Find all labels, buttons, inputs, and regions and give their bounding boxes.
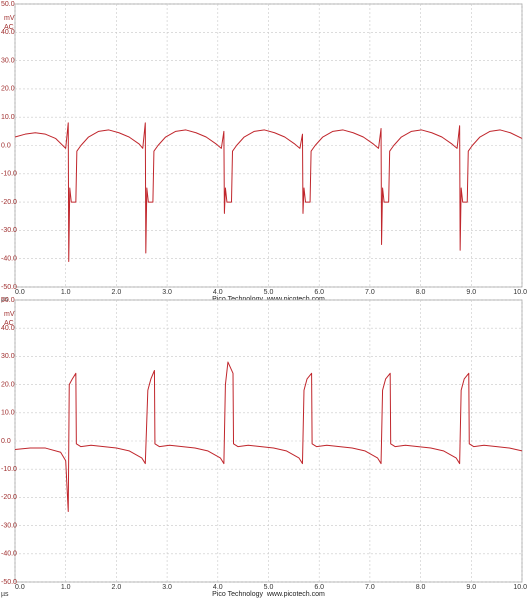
x-tick-label: 9.0 [466, 584, 476, 591]
coupling: AC [4, 320, 14, 327]
x-tick-label: 9.0 [466, 289, 476, 296]
y-tick-label: 10.0 [1, 410, 15, 417]
y-tick-label: 50.0 [1, 297, 15, 304]
y-tick-label: 40.0 [1, 325, 15, 332]
x-tick-label: 1.0 [61, 584, 71, 591]
y-tick-label: 30.0 [1, 57, 15, 64]
y-tick-label: 20.0 [1, 381, 15, 388]
y-tick-label: 20.0 [1, 86, 15, 93]
x-tick-label: 6.0 [314, 584, 324, 591]
y-tick-label: -50.0 [1, 284, 17, 291]
x-tick-label: 10.0 [513, 584, 527, 591]
y-tick-label: 40.0 [1, 29, 15, 36]
x-tick-label: 8.0 [416, 584, 426, 591]
y-tick-label: 10.0 [1, 114, 15, 121]
y-unit: mV [4, 311, 15, 318]
x-tick-label: 5.0 [264, 584, 274, 591]
waveform [14, 122, 523, 263]
x-tick-label: 2.0 [112, 584, 122, 591]
y-tick-label: 50.0 [1, 1, 15, 8]
x-tick-label: 8.0 [416, 289, 426, 296]
y-tick-label: -20.0 [1, 494, 17, 501]
x-tick-label: 0.0 [15, 289, 25, 296]
x-unit: µs [1, 296, 9, 303]
y-tick-label: -30.0 [1, 227, 17, 234]
x-unit: µs [1, 591, 9, 598]
x-tick-label: 0.0 [15, 584, 25, 591]
x-tick-label: 4.0 [213, 289, 223, 296]
y-tick-label: -50.0 [1, 579, 17, 586]
x-tick-label: 4.0 [213, 584, 223, 591]
coupling: AC [4, 24, 14, 31]
x-tick-label: 7.0 [365, 584, 375, 591]
y-tick-label: -10.0 [1, 171, 17, 178]
x-tick-label: 2.0 [112, 289, 122, 296]
x-tick-label: 7.0 [365, 289, 375, 296]
footer: Pico Technology www.picotech.com [212, 296, 325, 303]
y-tick-label: -20.0 [1, 199, 17, 206]
y-unit: mV [4, 15, 15, 22]
y-tick-label: 0.0 [1, 142, 11, 149]
x-tick-label: 3.0 [162, 584, 172, 591]
y-tick-label: 0.0 [1, 438, 11, 445]
y-tick-label: -10.0 [1, 466, 17, 473]
x-tick-label: 1.0 [61, 289, 71, 296]
footer: Pico Technology www.picotech.com [212, 591, 325, 598]
x-tick-label: 5.0 [264, 289, 274, 296]
x-tick-label: 6.0 [314, 289, 324, 296]
y-tick-label: -40.0 [1, 551, 17, 558]
x-tick-label: 10.0 [513, 289, 527, 296]
y-tick-label: -40.0 [1, 256, 17, 263]
waveform [14, 361, 523, 512]
y-tick-label: 30.0 [1, 353, 15, 360]
y-tick-label: -30.0 [1, 522, 17, 529]
x-tick-label: 3.0 [162, 289, 172, 296]
